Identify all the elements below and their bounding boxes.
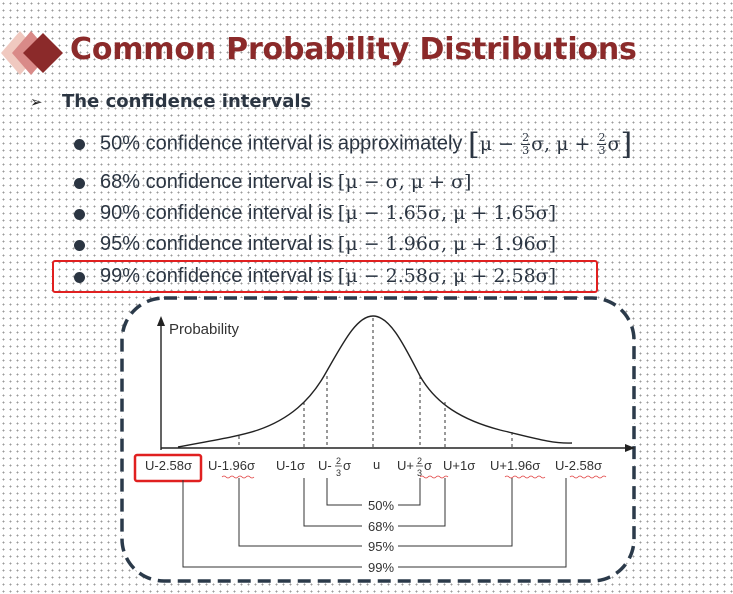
- bullet-icon: [74, 209, 85, 220]
- tick-label-plus-1: U+1σ: [443, 458, 475, 473]
- tick-label-minus-258: U-2.58σ: [145, 458, 192, 473]
- tick-label-minus-1: U-1σ: [276, 458, 305, 473]
- tick-frac-den: 3: [417, 468, 422, 478]
- highlight-box: [52, 260, 598, 293]
- item-label: 50% confidence interval is approximately: [100, 132, 463, 155]
- interval-label-50: 50%: [368, 498, 394, 513]
- item-label: 95% confidence interval is: [100, 233, 333, 255]
- tick-label-minus-two-thirds-prefix: U-: [318, 458, 332, 473]
- tick-frac-den: 3: [336, 468, 341, 478]
- item-formula: [μ − 2.58σ, μ + 2.58σ]: [337, 265, 557, 287]
- bullet-icon: [74, 272, 85, 283]
- y-axis-arrow-icon: [157, 316, 165, 326]
- highlight-tick-box: [133, 453, 203, 483]
- tick-frac-num: 2: [336, 456, 341, 466]
- diamond-logo-icon: [1, 31, 63, 75]
- tick-label-minus-196: U-1.96σ: [208, 458, 255, 473]
- bullet-icon: [74, 178, 85, 189]
- item-label: 99% confidence interval is: [100, 265, 333, 287]
- tick-label-plus-two-thirds-prefix: U+: [397, 458, 414, 473]
- bell-curve: [177, 315, 573, 448]
- tick-sigma: σ: [424, 458, 432, 473]
- arrow-bullet-icon: ➢: [30, 93, 43, 111]
- sigma-guides: [238, 318, 513, 448]
- item-formula: [μ − 2 3 σ, μ + 2 3 σ]: [467, 126, 633, 162]
- tick-label-plus-258: U-2.58σ: [555, 458, 602, 473]
- subtitle: The confidence intervals: [62, 91, 312, 112]
- tick-frac-num: 2: [417, 456, 422, 466]
- diagram-frame: [120, 296, 636, 583]
- tick-label-mean: u: [373, 457, 380, 472]
- interval-label-99: 99%: [368, 560, 394, 575]
- interval-brackets: [182, 478, 567, 568]
- item-formula: [μ − 1.96σ, μ + 1.96σ]: [337, 233, 557, 255]
- tick-sigma: σ: [343, 458, 351, 473]
- tick-label-plus-196: U+1.96σ: [490, 458, 540, 473]
- page-title: Common Probability Distributions: [70, 32, 637, 67]
- y-axis-label: Probability: [169, 321, 240, 338]
- interval-label-68: 68%: [368, 519, 394, 534]
- item-formula: [μ − σ, μ + σ]: [337, 171, 472, 193]
- interval-label-95: 95%: [368, 539, 394, 554]
- item-label: 68% confidence interval is: [100, 171, 333, 193]
- item-formula: [μ − 1.65σ, μ + 1.65σ]: [337, 202, 557, 224]
- x-axis-arrow-icon: [625, 444, 635, 452]
- bullet-icon: [74, 139, 85, 150]
- item-label: 90% confidence interval is: [100, 202, 333, 224]
- bullet-icon: [74, 240, 85, 251]
